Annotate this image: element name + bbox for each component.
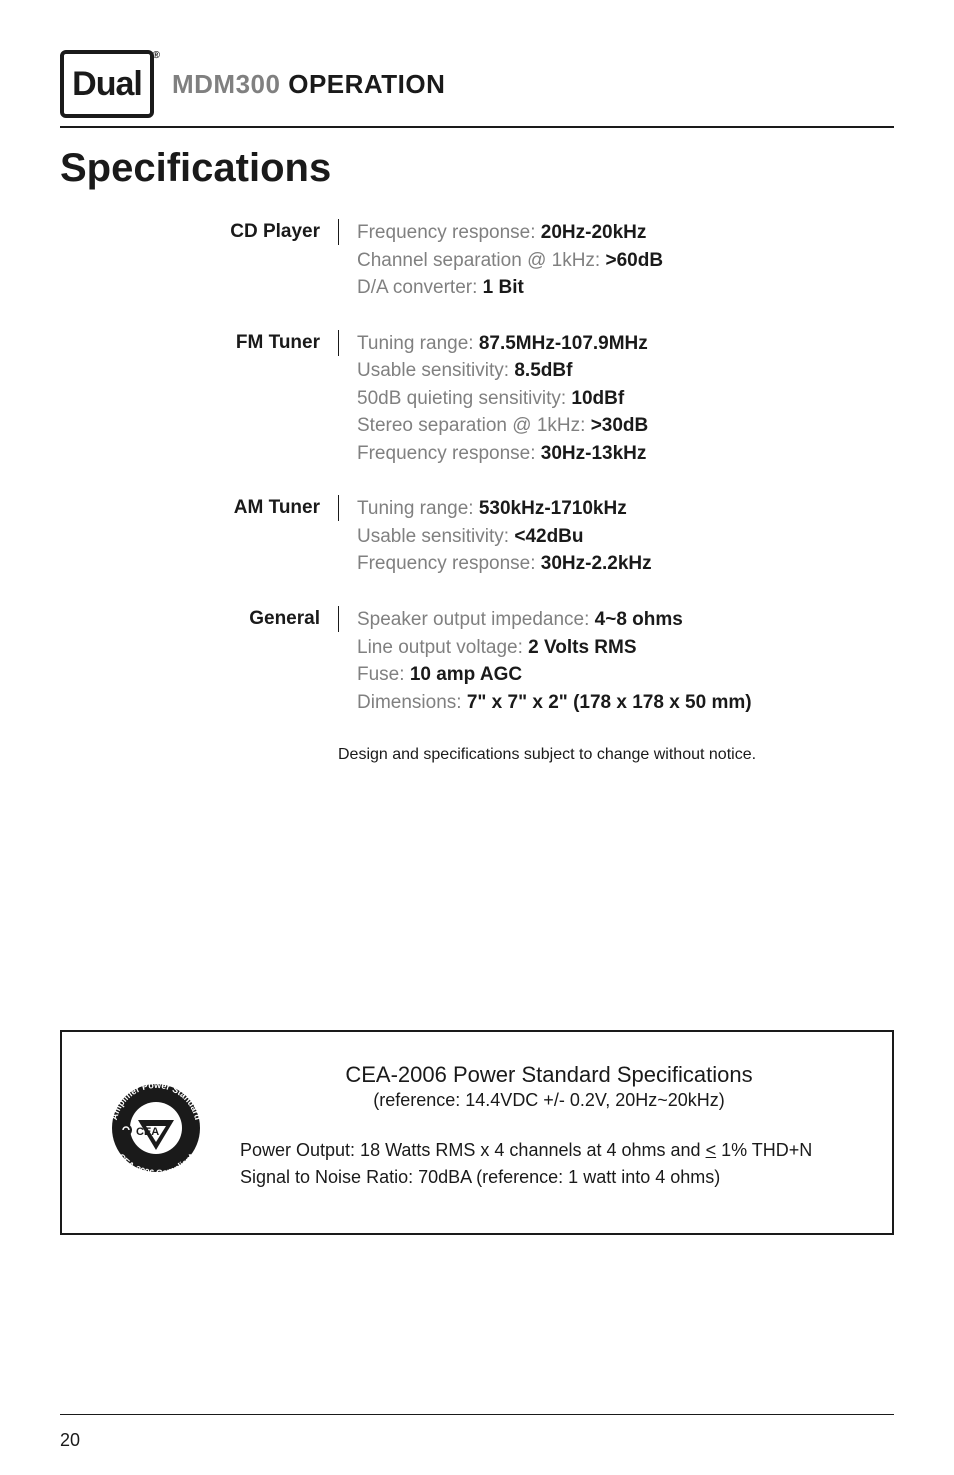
header-title: MDM300 OPERATION [172,69,445,100]
spec-line: Channel separation @ 1kHz: >60dB [357,247,663,275]
cea-line1-pre: Power Output: 18 Watts RMS x 4 channels … [240,1140,706,1160]
page: Dual ® MDM300 OPERATION Specifications C… [0,0,954,1475]
cea-line1-post: 1% THD+N [716,1140,812,1160]
cea-text: CEA-2006 Power Standard Specifications (… [240,1062,858,1191]
model-number: MDM300 [172,69,280,99]
spec-value: >60dB [605,250,663,271]
spec-section-label: General [180,606,339,632]
spec-key: Tuning range: [357,333,479,354]
registered-mark: ® [153,50,160,61]
cea-logo-mid-text: CEA [136,1126,159,1138]
spec-key: D/A converter: [357,277,483,298]
spec-section-label: CD Player [180,219,339,245]
cea-content: Amplifier Power Standard CEA-2006 Compli… [96,1062,858,1193]
brand-logo: Dual ® [60,50,154,118]
cea-title: CEA-2006 Power Standard Specifications [240,1062,858,1088]
spec-value: 530kHz-1710kHz [479,498,627,519]
spec-section: General Speaker output impedance: 4~8 oh… [180,606,894,716]
spec-key: Frequency response: [357,443,541,464]
spec-section-label: AM Tuner [180,495,339,521]
spec-key: Fuse: [357,664,410,685]
spec-key: Frequency response: [357,553,541,574]
spec-section-body: Tuning range: 530kHz-1710kHz Usable sens… [339,495,652,578]
spec-line: Frequency response: 30Hz-13kHz [357,440,648,468]
spec-section: CD Player Frequency response: 20Hz-20kHz… [180,219,894,302]
cea-power-output: Power Output: 18 Watts RMS x 4 channels … [240,1137,858,1164]
cea-line1-le: < [706,1140,717,1160]
spec-value: 30Hz-13kHz [541,443,647,464]
spec-line: Stereo separation @ 1kHz: >30dB [357,412,648,440]
header: Dual ® MDM300 OPERATION [60,50,894,118]
spec-value: 10 amp AGC [410,664,522,685]
spec-key: Usable sensitivity: [357,526,514,547]
spec-line: Line output voltage: 2 Volts RMS [357,634,752,662]
spec-line: D/A converter: 1 Bit [357,274,663,302]
spec-line: Fuse: 10 amp AGC [357,661,752,689]
spec-value: 30Hz-2.2kHz [541,553,652,574]
spec-section-body: Speaker output impedance: 4~8 ohms Line … [339,606,752,716]
spec-value: 4~8 ohms [595,609,683,630]
spec-value: 1 Bit [483,277,524,298]
spec-key: Stereo separation @ 1kHz: [357,415,591,436]
spec-table: CD Player Frequency response: 20Hz-20kHz… [180,219,894,716]
cea-box: Amplifier Power Standard CEA-2006 Compli… [60,1030,894,1235]
spec-key: Tuning range: [357,498,479,519]
spec-value: <42dBu [514,526,583,547]
spec-section: AM Tuner Tuning range: 530kHz-1710kHz Us… [180,495,894,578]
brand-logo-text: Dual [72,67,142,101]
spec-line: Frequency response: 20Hz-20kHz [357,219,663,247]
page-number: 20 [60,1430,80,1451]
disclaimer-note: Design and specifications subject to cha… [338,746,894,764]
cea-subtitle: (reference: 14.4VDC +/- 0.2V, 20Hz~20kHz… [240,1090,858,1111]
spec-value: 8.5dBf [514,360,572,381]
spec-line: Usable sensitivity: 8.5dBf [357,357,648,385]
spec-key: Frequency response: [357,222,541,243]
spec-line: Tuning range: 530kHz-1710kHz [357,495,652,523]
spec-key: 50dB quieting sensitivity: [357,388,571,409]
spec-value: 20Hz-20kHz [541,222,647,243]
spec-line: Tuning range: 87.5MHz-107.9MHz [357,330,648,358]
spec-section-body: Tuning range: 87.5MHz-107.9MHz Usable se… [339,330,648,468]
spec-line: Frequency response: 30Hz-2.2kHz [357,550,652,578]
operation-label: OPERATION [288,69,445,99]
spec-key: Line output voltage: [357,637,528,658]
cea-logo: Amplifier Power Standard CEA-2006 Compli… [96,1068,216,1193]
spec-key: Usable sensitivity: [357,360,514,381]
spec-value: 7" x 7" x 2" (178 x 178 x 50 mm) [467,692,752,713]
spec-section-body: Frequency response: 20Hz-20kHz Channel s… [339,219,663,302]
spec-value: 87.5MHz-107.9MHz [479,333,648,354]
spec-line: Usable sensitivity: <42dBu [357,523,652,551]
spec-section-label: FM Tuner [180,330,339,356]
spec-section: FM Tuner Tuning range: 87.5MHz-107.9MHz … [180,330,894,468]
header-rule [60,126,894,128]
spec-value: 10dBf [571,388,624,409]
spec-value: >30dB [591,415,649,436]
spec-key: Speaker output impedance: [357,609,595,630]
spec-key: Channel separation @ 1kHz: [357,250,605,271]
footer-rule [60,1414,894,1415]
spec-key: Dimensions: [357,692,467,713]
cea-snr: Signal to Noise Ratio: 70dBA (reference:… [240,1164,858,1191]
spec-line: 50dB quieting sensitivity: 10dBf [357,385,648,413]
spec-line: Speaker output impedance: 4~8 ohms [357,606,752,634]
page-title: Specifications [60,146,894,191]
spec-value: 2 Volts RMS [528,637,636,658]
spec-line: Dimensions: 7" x 7" x 2" (178 x 178 x 50… [357,689,752,717]
